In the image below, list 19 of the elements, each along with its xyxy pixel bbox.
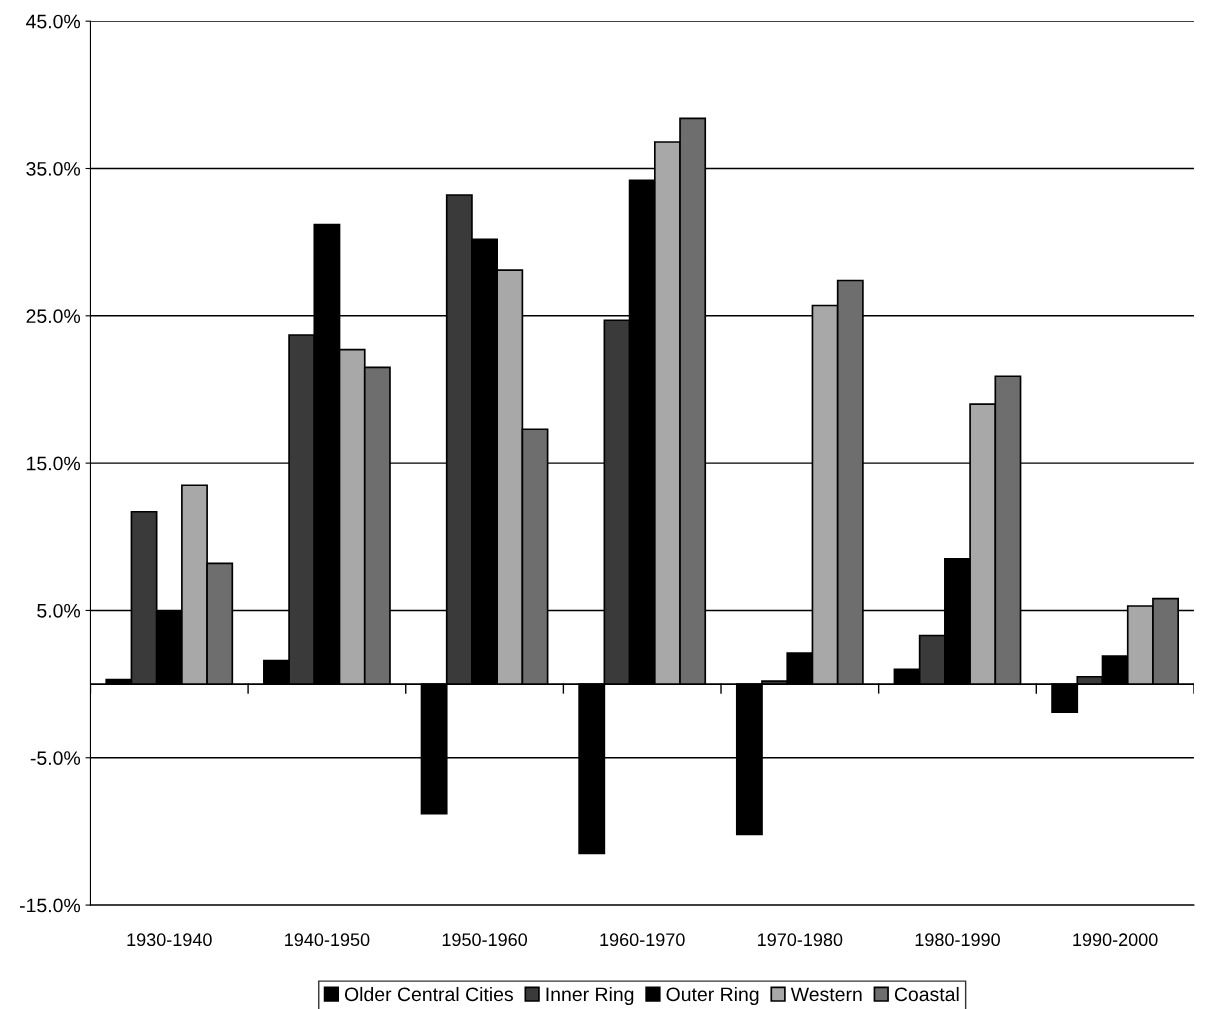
x-tick-label: 1960-1970: [600, 933, 685, 947]
legend-label: Western: [790, 987, 862, 1002]
y-tick-label: 15.0%: [27, 456, 81, 471]
y-tick-label: 45.0%: [26, 14, 81, 29]
y-tick-label: 35.0%: [26, 161, 81, 176]
legend-label: Outer Ring: [666, 986, 759, 1006]
x-tick-label: 1930-1940: [127, 933, 212, 947]
legend-label: Older Central Cities: [344, 986, 513, 1002]
y-tick-label: 5.0%: [37, 603, 81, 618]
x-tick-label: 1970-1980: [758, 933, 843, 947]
y-tick-label: 25.0%: [26, 309, 81, 324]
x-tick-label: 1980-1990: [915, 933, 1000, 947]
y-tick-label: -15.0%: [19, 898, 81, 913]
legend-label: Coastal: [894, 986, 959, 1002]
legend-label: Inner Ring: [546, 986, 634, 1006]
x-tick-label: 1950-1960: [442, 933, 528, 947]
x-tick-label: 1940-1950: [285, 933, 370, 947]
x-tick-label: 1990-2000: [1073, 933, 1158, 947]
y-tick-label: -5.0%: [30, 751, 81, 765]
